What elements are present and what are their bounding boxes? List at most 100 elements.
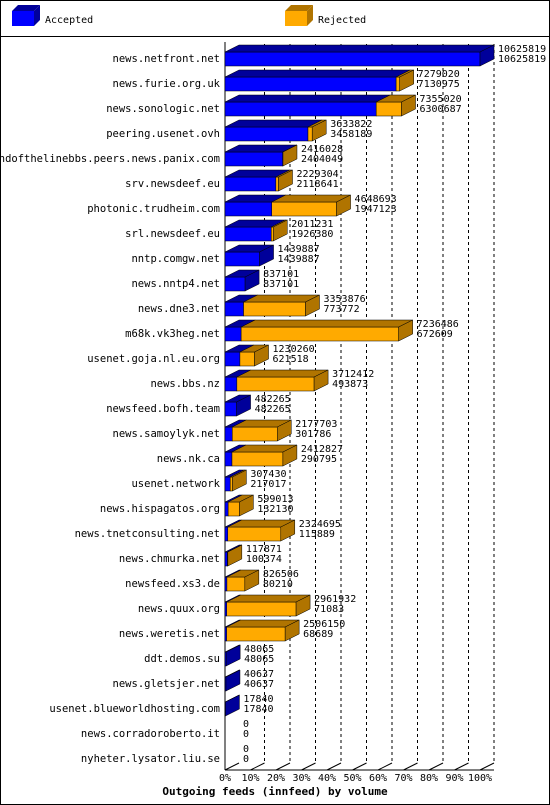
bar-side [225, 669, 241, 692]
bar-side [282, 144, 298, 167]
bar-top [224, 44, 495, 53]
bar-top [224, 94, 391, 103]
accepted-label: 7130975 [418, 79, 460, 90]
legend-swatch-side [34, 5, 40, 26]
accepted-label: 68689 [303, 629, 333, 640]
bar [224, 601, 227, 617]
offered-label: 307430 [250, 469, 286, 480]
bar-side [278, 169, 293, 192]
x-tick [250, 762, 265, 771]
bar [243, 301, 306, 317]
bar-side [236, 394, 251, 417]
bar [224, 351, 241, 367]
y-tick-label: news.hispagatos.org [100, 503, 220, 515]
offered-label: 2324695 [299, 519, 341, 530]
x-tick [326, 762, 342, 771]
x-tick [275, 762, 291, 771]
offered-label: 2412827 [301, 444, 343, 455]
accepted-label: 80210 [263, 579, 293, 590]
bar-side [295, 594, 311, 617]
y-tick-label: news.chmurka.net [119, 553, 220, 565]
offered-label: 40637 [244, 669, 274, 680]
y-tick-label: photonic.trudheim.com [87, 203, 220, 215]
legend-swatch-side [307, 5, 313, 26]
offered-label: 10625819 [498, 44, 546, 55]
bar-top [236, 369, 329, 378]
offered-label: 3712412 [332, 369, 374, 380]
offered-label: 2416028 [301, 144, 343, 155]
bar [224, 251, 260, 267]
y-tick-label: news.dne3.net [138, 303, 220, 315]
accepted-label: 773772 [323, 304, 359, 315]
bar [224, 551, 228, 567]
accepted-label: 100374 [246, 554, 282, 565]
y-tick-label: newsfeed.xs3.de [125, 578, 220, 590]
accepted-label: 71083 [314, 604, 344, 615]
offered-label: 7236486 [417, 319, 459, 330]
x-tick-label: 100% [468, 773, 492, 784]
bar [307, 126, 313, 142]
bar [224, 526, 229, 542]
y-tick-label: news.bbs.nz [150, 378, 220, 390]
bar [224, 276, 246, 292]
accepted-label: 2118641 [296, 179, 338, 190]
bar-side [225, 644, 241, 667]
accepted-label: 1947123 [355, 204, 397, 215]
offered-label: 3353876 [323, 294, 365, 305]
offered-label: 0 [243, 719, 249, 730]
bar [224, 226, 272, 242]
legend: Accepted Rejected [12, 5, 366, 26]
bar-side [398, 319, 413, 342]
bar-side [399, 69, 414, 92]
bar-top [224, 69, 411, 78]
bar [224, 51, 481, 67]
accepted-label: 621518 [273, 354, 309, 365]
x-tick [454, 762, 469, 771]
bar [226, 601, 297, 617]
bar [227, 526, 282, 542]
bar-top [226, 594, 311, 603]
y-tick-label: news.gletsjer.net [113, 678, 220, 690]
x-tick-label: 70% [394, 773, 412, 784]
legend-swatch-top [12, 5, 40, 11]
bar [227, 501, 240, 517]
bar [224, 176, 277, 192]
offered-label: 3633822 [330, 119, 372, 130]
bar-side [273, 219, 288, 242]
bar [229, 476, 233, 492]
accepted-label: 837101 [263, 279, 299, 290]
bar [224, 326, 242, 342]
y-tick-label: usenet.goja.nl.eu.org [87, 353, 220, 365]
bar [240, 326, 399, 342]
bar [224, 101, 377, 117]
y-tick-label: news.tnetconsulting.net [75, 528, 220, 540]
x-tick [301, 762, 316, 771]
accepted-label: 217017 [250, 479, 286, 490]
bar [224, 151, 283, 167]
offered-label: 0 [243, 744, 249, 755]
y-tick-label: news.netfront.net [113, 53, 220, 65]
offered-label: 7279020 [418, 69, 460, 80]
bar [231, 451, 284, 467]
bar [224, 376, 238, 392]
bar [224, 451, 233, 467]
legend-label: Rejected [318, 15, 366, 26]
legend-label: Accepted [45, 15, 93, 26]
y-tick-label: news.sonologic.net [106, 103, 220, 115]
bar [226, 626, 286, 642]
accepted-label: 0 [243, 754, 249, 765]
y-tick-label: news.furie.org.uk [113, 78, 221, 90]
y-tick-label: news.nk.ca [157, 453, 220, 465]
offered-label: 117871 [246, 544, 282, 555]
accepted-label: 0 [243, 729, 249, 740]
accepted-label: 48065 [244, 654, 274, 665]
bar [224, 576, 228, 592]
bar [271, 201, 337, 217]
bar [270, 226, 274, 242]
bar-side [277, 419, 292, 442]
offered-label: 2506150 [303, 619, 345, 630]
y-tick-label: newsfeed.bofh.team [106, 403, 220, 415]
chart-title: Outgoing feeds (innfeed) by volume [162, 785, 388, 798]
x-tick-label: 60% [369, 773, 387, 784]
